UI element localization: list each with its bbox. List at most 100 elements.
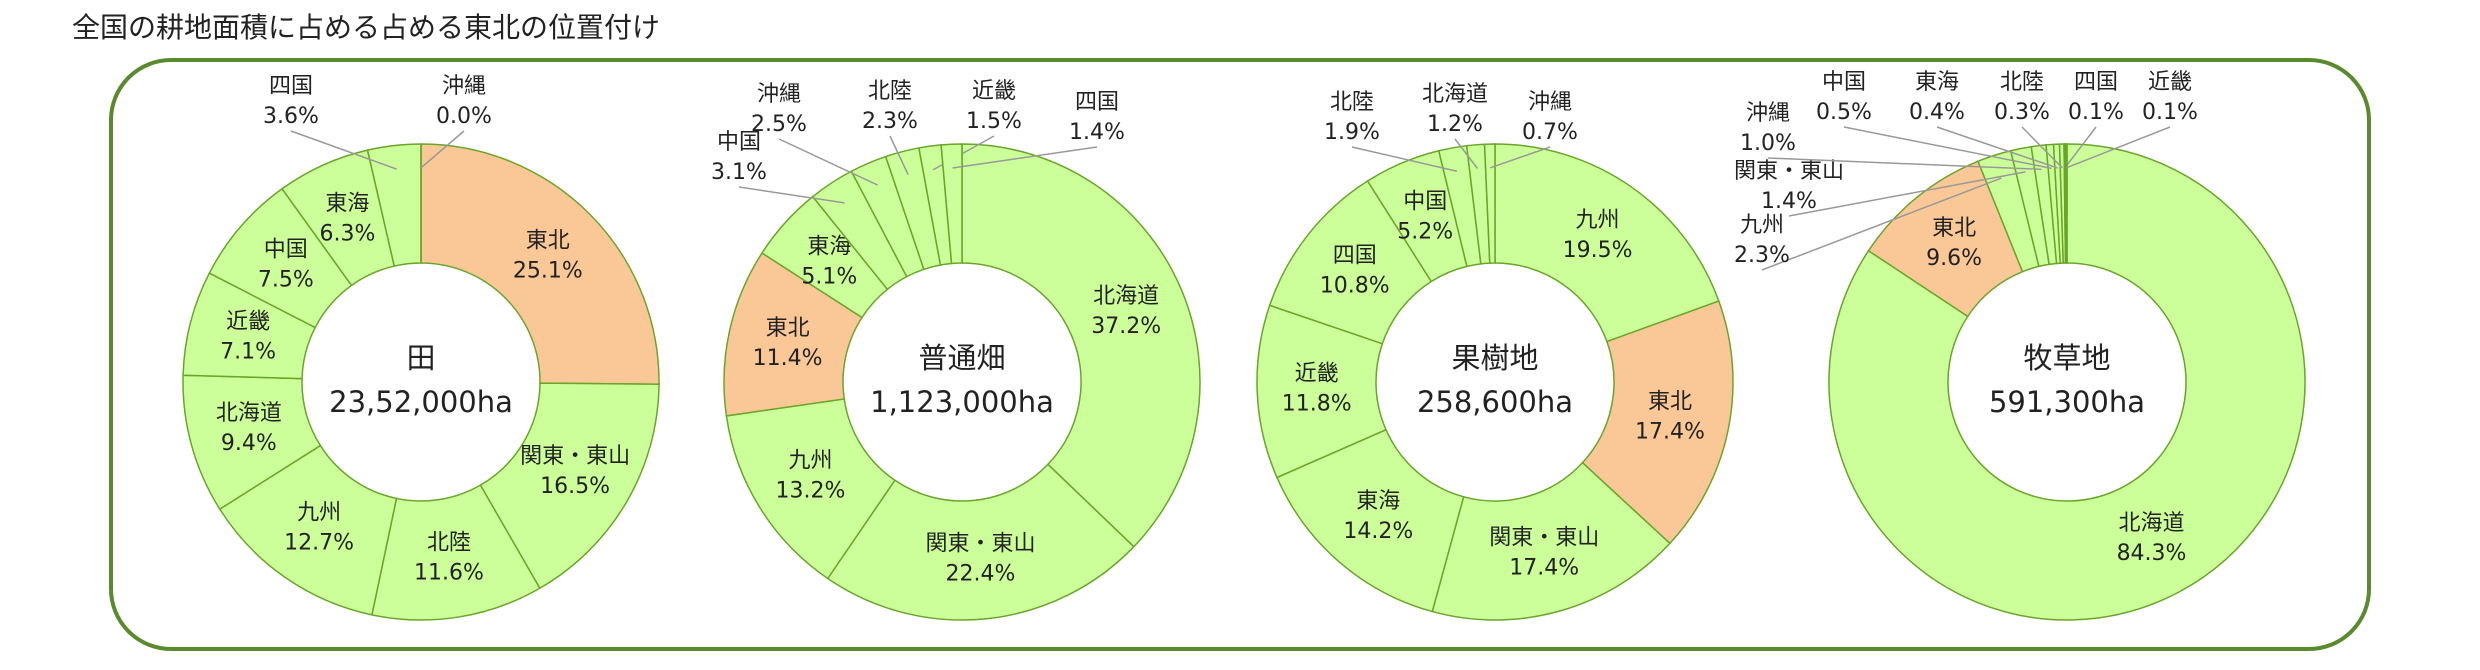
value-label: 11.6% [414, 560, 484, 585]
slice-label: 北陸 [1330, 90, 1374, 115]
slice-label: 九州 [788, 448, 832, 473]
center-title: 果樹地 [1451, 341, 1538, 375]
slice-label: 北陸 [427, 530, 471, 555]
leader-line [1351, 146, 1458, 172]
slice [1581, 300, 1734, 545]
value-label: 1.0% [1740, 131, 1796, 156]
value-label: 1.5% [966, 109, 1022, 134]
value-label: 0.5% [1816, 100, 1872, 125]
slice [1483, 143, 1496, 264]
value-label: 2.5% [751, 112, 807, 137]
value-label: 12.7% [284, 531, 354, 556]
slice-label: 九州 [297, 501, 341, 526]
slice-label: 北海道 [1093, 284, 1159, 309]
slice-label: 北陸 [868, 79, 912, 104]
leader-line [952, 146, 1098, 169]
slice-label: 近畿 [2148, 70, 2192, 95]
value-label: 0.0% [436, 104, 492, 129]
slice-label: 中国 [1403, 190, 1447, 215]
leader-line [1490, 146, 1551, 169]
value-label: 0.1% [2142, 100, 2198, 125]
value-label: 9.4% [221, 431, 277, 456]
slice [961, 143, 1201, 548]
value-label: 84.3% [2117, 541, 2187, 566]
slice-label: 東海 [1356, 489, 1400, 514]
slice-label: 北海道 [1422, 82, 1488, 107]
leader-line [1936, 126, 2058, 169]
slice-label: 沖縄 [1746, 101, 1790, 126]
value-label: 3.1% [711, 160, 767, 185]
value-label: 19.5% [1563, 238, 1633, 263]
slice-label: 四国 [2074, 70, 2118, 95]
value-label: 10.8% [1320, 274, 1390, 299]
slice [725, 398, 896, 580]
center-label: 1,123,000ha [870, 385, 1054, 419]
value-label: 3.6% [263, 104, 319, 129]
slice-label: 近畿 [1295, 362, 1339, 387]
leader-line [420, 130, 465, 169]
value-label: 11.8% [1282, 392, 1352, 417]
value-label: 7.5% [258, 267, 314, 292]
slice-label: 東海 [1915, 70, 1959, 95]
value-label: 14.2% [1343, 519, 1413, 544]
slice-label: 九州 [1576, 208, 1620, 233]
slice [420, 143, 660, 386]
slice [940, 143, 963, 265]
slice-label: 沖縄 [442, 74, 486, 99]
slice-label: 九州 [1740, 213, 1784, 238]
value-label: 13.2% [776, 478, 846, 503]
slice-label: 東北 [526, 228, 570, 253]
slice-label: 東海 [807, 235, 851, 260]
value-label: 6.3% [319, 221, 375, 246]
value-label: 16.5% [540, 474, 610, 499]
leader-line [778, 138, 878, 186]
value-label: 1.4% [1761, 189, 1817, 214]
slice [1828, 143, 2306, 621]
slice-label: 沖縄 [757, 82, 801, 107]
leader-line [1843, 126, 2052, 170]
value-label: 0.4% [1909, 100, 1965, 125]
slice [479, 382, 660, 590]
value-label: 5.1% [801, 265, 857, 290]
value-label: 25.1% [513, 258, 583, 283]
leader-line [2066, 126, 2171, 169]
value-label: 1.4% [1069, 120, 1125, 145]
value-label: 0.1% [2068, 100, 2124, 125]
center-title: 普通畑 [918, 341, 1005, 375]
slice-label: 東北 [766, 316, 810, 341]
center-label: 258,600ha [1417, 385, 1573, 419]
leader-line [1767, 157, 2042, 171]
leader-line [889, 135, 909, 176]
leader-line [738, 186, 845, 204]
slice-label: 関東・東山 [520, 444, 630, 469]
slice [826, 463, 1135, 621]
value-label: 1.9% [1324, 120, 1380, 145]
slice [1494, 143, 1720, 343]
leader-line [2021, 126, 2063, 169]
leader-line [1788, 171, 2026, 217]
value-label: 0.3% [1994, 100, 2050, 125]
slice-label: 中国 [717, 130, 761, 155]
slice [2064, 143, 2068, 264]
leader-line [1454, 138, 1479, 169]
value-label: 17.4% [1509, 556, 1579, 581]
slice-label: 中国 [1822, 70, 1866, 95]
value-label: 2.3% [862, 109, 918, 134]
slice-label: 関東・東山 [1489, 526, 1599, 551]
leader-line [1761, 177, 2002, 271]
slice-label: 東北 [1648, 389, 1692, 414]
slice-label: 北海道 [216, 401, 282, 426]
slice-label: 東海 [325, 191, 369, 216]
slice [1275, 428, 1465, 613]
center-label: 591,300ha [1989, 385, 2145, 419]
value-label: 9.6% [1926, 246, 1982, 271]
slice-label: 近畿 [972, 79, 1016, 104]
page-title: 全国の耕地面積に占める占める東北の位置付け [72, 11, 660, 44]
slice-label: 東北 [1932, 216, 1976, 241]
value-label: 22.4% [946, 562, 1016, 587]
slice-label: 四国 [1075, 90, 1119, 115]
value-label: 2.3% [1734, 243, 1790, 268]
leader-line [2064, 126, 2097, 169]
